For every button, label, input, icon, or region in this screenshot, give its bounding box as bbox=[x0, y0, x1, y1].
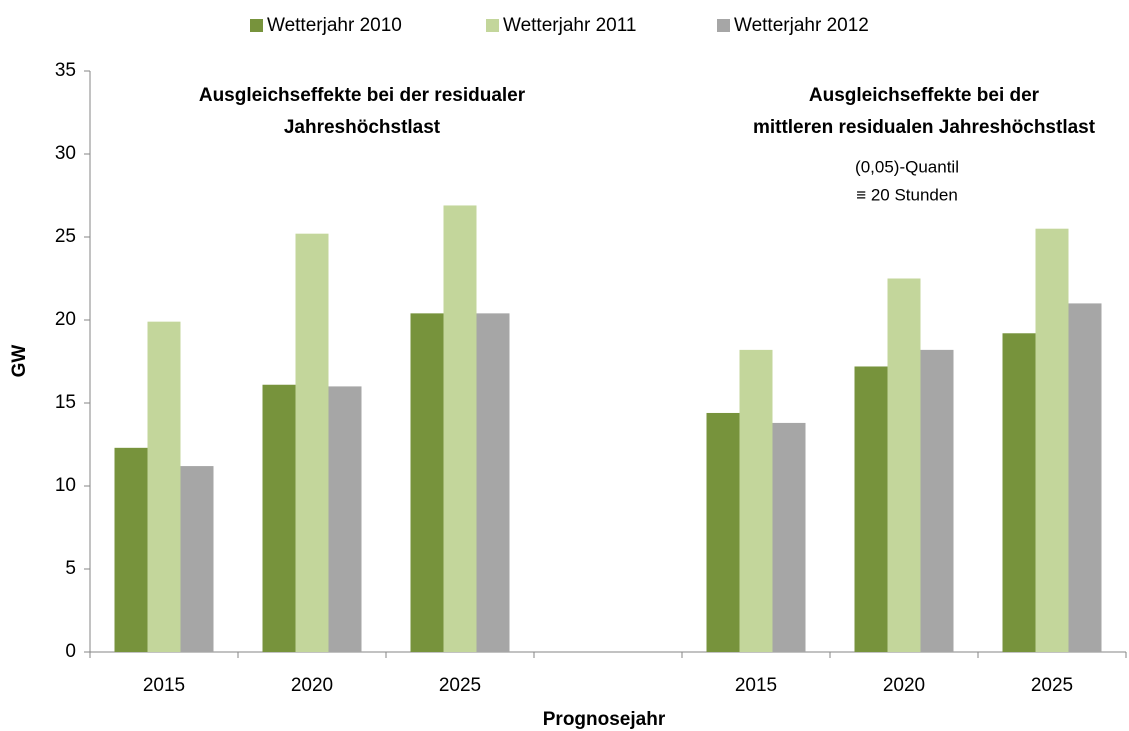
legend-label: Wetterjahr 2010 bbox=[267, 15, 402, 36]
bar bbox=[262, 384, 296, 652]
y-tick-label: 25 bbox=[55, 226, 76, 247]
bar bbox=[410, 313, 444, 652]
bar bbox=[443, 205, 477, 652]
bar bbox=[476, 313, 510, 652]
annotation: mittleren residualen Jahreshöchstlast bbox=[753, 117, 1096, 138]
x-tick-label: 2015 bbox=[143, 675, 185, 696]
annotation: Ausgleichseffekte bei der bbox=[809, 85, 1040, 106]
y-tick-label: 30 bbox=[55, 143, 76, 164]
x-tick-label: 2020 bbox=[291, 675, 333, 696]
bar bbox=[180, 466, 214, 652]
bar bbox=[147, 321, 181, 652]
y-tick-label: 20 bbox=[55, 309, 76, 330]
legend-swatch bbox=[717, 19, 730, 32]
legend-label: Wetterjahr 2012 bbox=[734, 15, 869, 36]
bar bbox=[114, 447, 148, 652]
y-tick-label: 0 bbox=[65, 641, 76, 662]
annotation: ≡ 20 Stunden bbox=[856, 185, 958, 204]
bar bbox=[772, 422, 806, 652]
y-axis-label: GW bbox=[9, 345, 30, 378]
bar bbox=[887, 278, 921, 652]
y-tick-label: 10 bbox=[55, 475, 76, 496]
x-tick-label: 2025 bbox=[1031, 675, 1073, 696]
x-tick-label: 2020 bbox=[883, 675, 925, 696]
legend-swatch bbox=[250, 19, 263, 32]
bar bbox=[706, 412, 740, 652]
x-tick-label: 2015 bbox=[735, 675, 777, 696]
y-tick-label: 15 bbox=[55, 392, 76, 413]
bar bbox=[1035, 228, 1069, 652]
bar bbox=[1002, 333, 1036, 652]
legend-label: Wetterjahr 2011 bbox=[503, 15, 636, 36]
x-tick-label: 2025 bbox=[439, 675, 481, 696]
bar bbox=[328, 386, 362, 652]
bar bbox=[920, 349, 954, 652]
bar bbox=[739, 349, 773, 652]
x-axis-label: Prognosejahr bbox=[543, 709, 666, 730]
bar bbox=[295, 233, 329, 652]
annotation: (0,05)-Quantil bbox=[855, 157, 959, 176]
y-tick-label: 5 bbox=[65, 558, 76, 579]
annotation: Ausgleichseffekte bei der residualer bbox=[199, 85, 526, 106]
bar bbox=[1068, 303, 1102, 652]
annotation: Jahreshöchstlast bbox=[284, 117, 441, 138]
y-tick-label: 35 bbox=[55, 60, 76, 81]
bar bbox=[854, 366, 888, 652]
legend-swatch bbox=[486, 19, 499, 32]
